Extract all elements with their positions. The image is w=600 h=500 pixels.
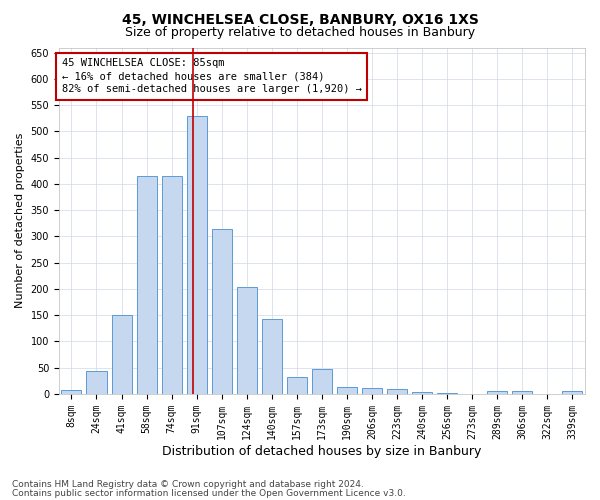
Bar — [161, 176, 182, 394]
Bar — [387, 389, 407, 394]
Bar — [287, 376, 307, 394]
Bar — [337, 386, 357, 394]
Bar — [487, 392, 508, 394]
Bar — [262, 320, 282, 394]
Bar — [86, 371, 107, 394]
Bar — [112, 315, 131, 394]
Bar — [187, 116, 207, 394]
Text: Size of property relative to detached houses in Banbury: Size of property relative to detached ho… — [125, 26, 475, 39]
Bar — [362, 388, 382, 394]
Bar — [437, 393, 457, 394]
Text: 45, WINCHELSEA CLOSE, BANBURY, OX16 1XS: 45, WINCHELSEA CLOSE, BANBURY, OX16 1XS — [122, 12, 478, 26]
Text: Contains public sector information licensed under the Open Government Licence v3: Contains public sector information licen… — [12, 489, 406, 498]
Bar — [312, 369, 332, 394]
Text: Contains HM Land Registry data © Crown copyright and database right 2024.: Contains HM Land Registry data © Crown c… — [12, 480, 364, 489]
X-axis label: Distribution of detached houses by size in Banbury: Distribution of detached houses by size … — [162, 444, 482, 458]
Bar — [512, 392, 532, 394]
Bar — [237, 288, 257, 394]
Bar — [412, 392, 432, 394]
Bar — [61, 390, 82, 394]
Bar — [212, 228, 232, 394]
Text: 45 WINCHELSEA CLOSE: 85sqm
← 16% of detached houses are smaller (384)
82% of sem: 45 WINCHELSEA CLOSE: 85sqm ← 16% of deta… — [62, 58, 362, 94]
Bar — [137, 176, 157, 394]
Y-axis label: Number of detached properties: Number of detached properties — [15, 133, 25, 308]
Bar — [562, 391, 583, 394]
